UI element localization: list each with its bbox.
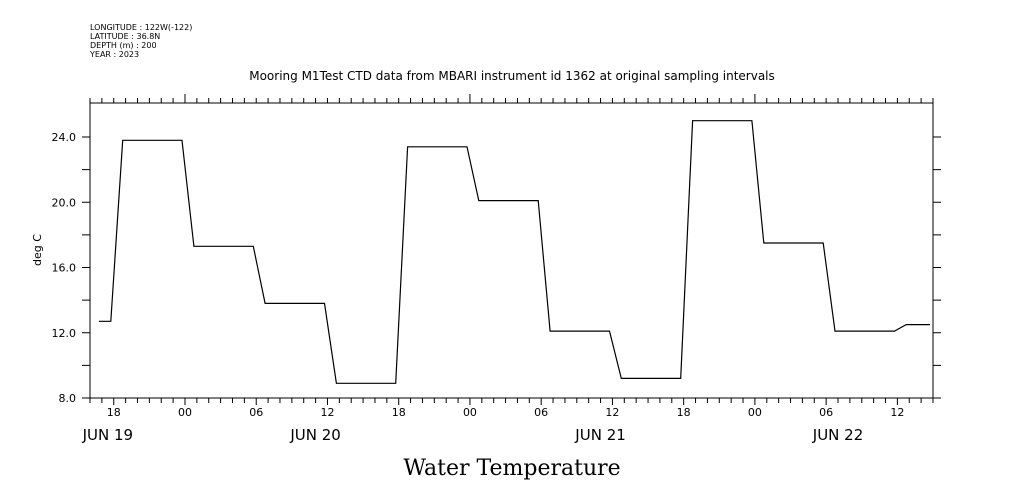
- header-depth: DEPTH (m) : 200: [90, 41, 157, 50]
- x-tick-label: 18: [107, 406, 121, 419]
- x-tick-label: 12: [320, 406, 334, 419]
- x-tick-label: 18: [392, 406, 406, 419]
- y-tick-label: 12.0: [52, 327, 77, 340]
- x-tick-label: 18: [677, 406, 691, 419]
- header-year: YEAR : 2023: [89, 50, 139, 59]
- series-line-water-temperature: [98, 120, 930, 384]
- x-axis-label: Water Temperature: [403, 456, 620, 481]
- x-date-label: JUN 19: [82, 426, 133, 444]
- y-tick-label: 8.0: [59, 392, 77, 405]
- y-tick-label: 16.0: [52, 262, 77, 275]
- x-tick-label: 00: [748, 406, 762, 419]
- y-axis-label: deg C: [31, 234, 44, 266]
- x-tick-label: 00: [463, 406, 477, 419]
- x-tick-label: 12: [605, 406, 619, 419]
- x-tick-label: 06: [819, 406, 833, 419]
- x-tick-label: 06: [249, 406, 263, 419]
- plot-frame: [89, 102, 934, 399]
- x-date-label: JUN 20: [289, 426, 340, 444]
- x-tick-label: 12: [890, 406, 904, 419]
- x-tick-label: 06: [534, 406, 548, 419]
- header-longitude: LONGITUDE : 122W(-122): [90, 23, 192, 32]
- x-date-label: JUN 21: [574, 426, 625, 444]
- x-date-label: JUN 22: [812, 426, 863, 444]
- x-tick-label: 00: [178, 406, 192, 419]
- y-tick-label: 24.0: [52, 131, 77, 144]
- header-latitude: LATITUDE : 36.8N: [90, 32, 160, 41]
- chart-title: Mooring M1Test CTD data from MBARI instr…: [249, 69, 775, 83]
- header-info: LONGITUDE : 122W(-122) LATITUDE : 36.8N …: [89, 23, 192, 59]
- y-tick-label: 20.0: [52, 196, 77, 209]
